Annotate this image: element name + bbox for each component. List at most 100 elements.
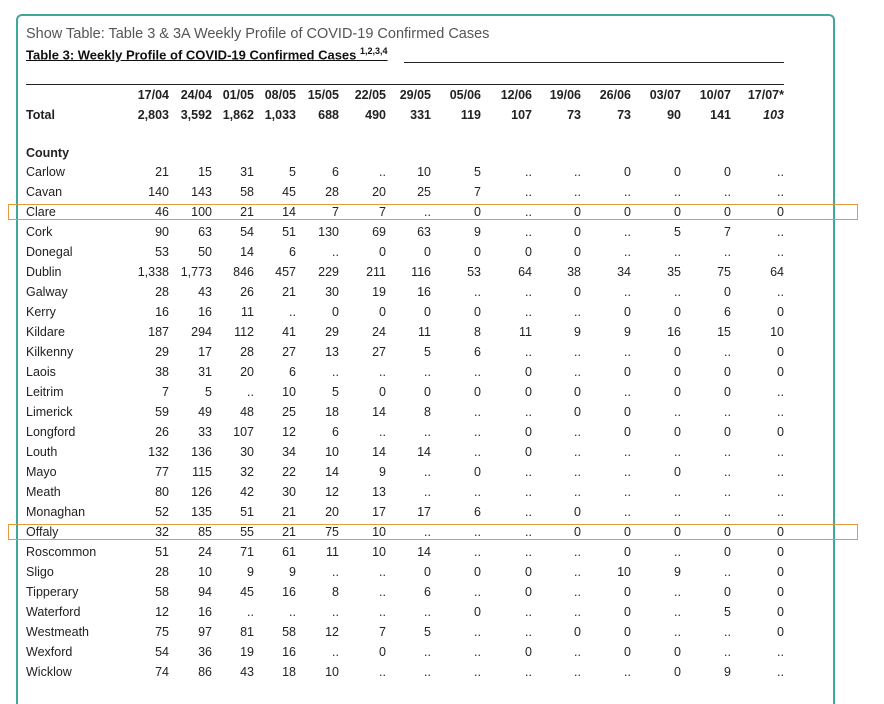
table-cell: 0 xyxy=(777,545,784,559)
table-cell: 0 xyxy=(574,205,581,219)
total-cell: 73 xyxy=(567,108,581,122)
table-cell: 10 xyxy=(282,385,296,399)
table-cell: .. xyxy=(724,505,731,519)
table-cell: 43 xyxy=(240,665,254,679)
table-cell: .. xyxy=(674,545,681,559)
table-cell: 5 xyxy=(724,605,731,619)
table-row: Roscommon 51 24 71 61 11 10 14...... 0.. 0 0 xyxy=(26,543,786,561)
county-name: Waterford xyxy=(26,605,81,619)
table-cell: .. xyxy=(525,165,532,179)
county-name: Galway xyxy=(26,285,68,299)
table-cell: 12 xyxy=(155,605,169,619)
table-row: Galway 28 43 26 21 30 19 16.... 0.... 0.. xyxy=(26,283,786,301)
table-cell: .. xyxy=(674,625,681,639)
total-cell: 103 xyxy=(763,108,784,122)
table-cell: 13 xyxy=(372,485,386,499)
table-cell: 9 xyxy=(247,565,254,579)
table-cell: 0 xyxy=(624,525,631,539)
county-name: Wicklow xyxy=(26,665,72,679)
table-cell: .. xyxy=(474,585,481,599)
table-cell: 10 xyxy=(417,165,431,179)
week-header-row: 17/04 24/04 01/05 08/05 15/05 22/05 29/05 05/06… xyxy=(26,86,786,104)
table-cell: 0 xyxy=(724,385,731,399)
table-cell: .. xyxy=(777,225,784,239)
table-cell: .. xyxy=(525,285,532,299)
table-cell: .. xyxy=(624,505,631,519)
table-cell: 0 xyxy=(474,605,481,619)
table-cell: 1,773 xyxy=(180,265,212,279)
table-cell: 30 xyxy=(282,485,296,499)
table-cell: 7 xyxy=(379,625,386,639)
table-cell: 16 xyxy=(198,305,212,319)
table-cell: 48 xyxy=(240,405,254,419)
table-cell: 0 xyxy=(724,205,731,219)
table-cell: 6 xyxy=(474,345,481,359)
table-cell: 0 xyxy=(777,625,784,639)
table-row: Tipperary 58 94 45 16 8.. 6.. 0.. 0.. 0 0 xyxy=(26,583,786,601)
week-header: 01/05 xyxy=(222,88,254,102)
table-cell: 63 xyxy=(198,225,212,239)
table-row: Meath 80 126 42 30 12 13................ xyxy=(26,483,786,501)
table-cell: 75 xyxy=(325,525,339,539)
county-name: Meath xyxy=(26,485,61,499)
table-cell: 24 xyxy=(198,545,212,559)
table-cell: .. xyxy=(624,225,631,239)
table-cell: .. xyxy=(424,525,431,539)
table-cell: .. xyxy=(777,285,784,299)
table-cell: .. xyxy=(424,645,431,659)
table-cell: 0 xyxy=(525,365,532,379)
table-cell: .. xyxy=(525,305,532,319)
table-cell: .. xyxy=(624,485,631,499)
table-cell: .. xyxy=(474,365,481,379)
table-cell: 11 xyxy=(519,325,532,339)
table-cell: 15 xyxy=(717,325,731,339)
table-cell: .. xyxy=(674,445,681,459)
table-cell: 19 xyxy=(372,285,386,299)
show-table-title[interactable]: Show Table: Table 3 & 3A Weekly Profile … xyxy=(26,26,490,42)
table-cell: 14 xyxy=(282,205,296,219)
table-cell: 7 xyxy=(379,205,386,219)
table-row: Wexford 54 36 19 16.. 0.... 0.. 0 0.... xyxy=(26,643,786,661)
table-cell: 5 xyxy=(289,165,296,179)
week-header: 08/05 xyxy=(264,88,296,102)
county-name: Leitrim xyxy=(26,385,64,399)
table-cell: 6 xyxy=(289,365,296,379)
table-cell: 5 xyxy=(205,385,212,399)
table-cell: .. xyxy=(574,665,581,679)
table-cell: 12 xyxy=(325,485,339,499)
table-cell: 143 xyxy=(191,185,212,199)
table-cell: 51 xyxy=(155,545,169,559)
table-cell: 0 xyxy=(777,365,784,379)
table-cell: 136 xyxy=(191,445,212,459)
table-cell: 11 xyxy=(418,325,431,339)
table-cell: .. xyxy=(724,245,731,259)
table-cell: .. xyxy=(289,605,296,619)
table-cell: 6 xyxy=(424,585,431,599)
table-cell: 28 xyxy=(240,345,254,359)
table-cell: .. xyxy=(525,465,532,479)
row-highlight xyxy=(8,204,858,220)
table-cell: .. xyxy=(777,485,784,499)
table-cell: 38 xyxy=(567,265,581,279)
table-cell: 5 xyxy=(474,165,481,179)
table-cell: .. xyxy=(777,245,784,259)
table-cell: 126 xyxy=(191,485,212,499)
table-cell: .. xyxy=(777,185,784,199)
table-cell: 5 xyxy=(674,225,681,239)
table-cell: 27 xyxy=(372,345,386,359)
table-cell: 46 xyxy=(155,205,169,219)
table-cell: .. xyxy=(525,185,532,199)
table-cell: 0 xyxy=(674,345,681,359)
table-cell: 16 xyxy=(417,285,431,299)
table-cell: .. xyxy=(525,225,532,239)
table-cell: .. xyxy=(574,165,581,179)
table-cell: 85 xyxy=(198,525,212,539)
county-name: Laois xyxy=(26,365,56,379)
table-cell: .. xyxy=(624,185,631,199)
table-cell: 0 xyxy=(674,465,681,479)
table-cell: 10 xyxy=(372,545,386,559)
table-cell: .. xyxy=(777,645,784,659)
table-cell: 0 xyxy=(525,245,532,259)
table-row: Limerick 59 49 48 25 18 14 8.... 0 0...... xyxy=(26,403,786,421)
week-header: 24/04 xyxy=(180,88,212,102)
